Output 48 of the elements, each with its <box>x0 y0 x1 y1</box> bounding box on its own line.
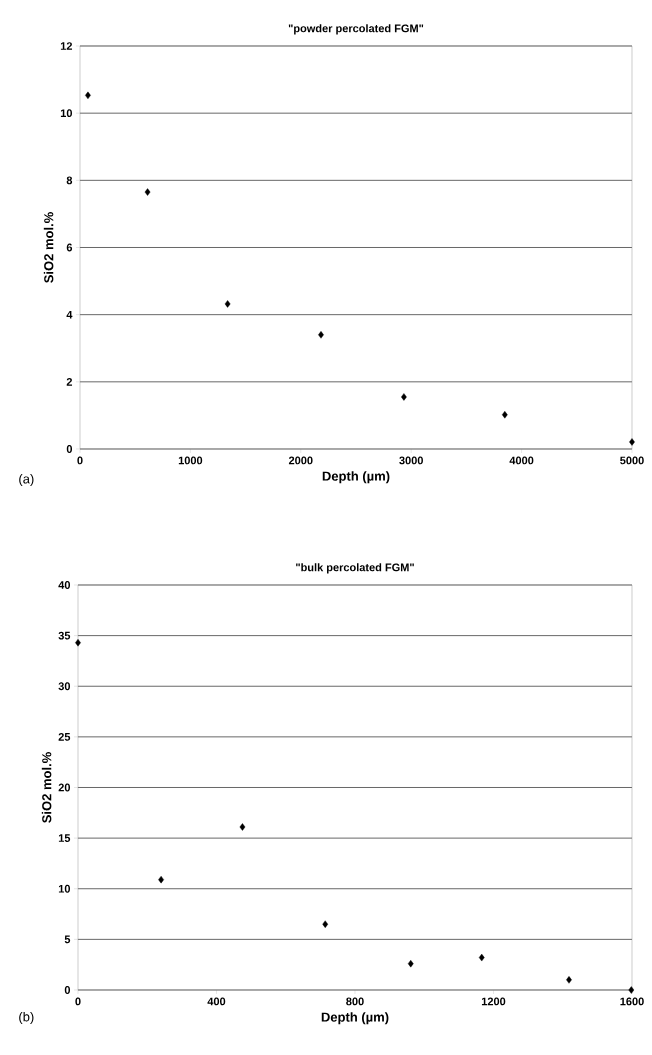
y-tick-label: 15 <box>58 834 71 842</box>
point <box>322 920 329 928</box>
x-tick-label: 5000 <box>620 456 644 465</box>
y-axis-title: SiO2 mol.% <box>41 752 52 823</box>
point <box>401 393 407 401</box>
x-axis-title: Depth (µm) <box>321 1012 389 1025</box>
y-tick-label: 40 <box>58 581 71 589</box>
y-tick-label: 10 <box>60 109 73 118</box>
point <box>224 300 231 308</box>
point <box>318 331 324 339</box>
y-tick-label: 35 <box>58 631 71 640</box>
y-tick-label: 25 <box>58 732 71 741</box>
point <box>478 953 485 962</box>
text: (a) <box>19 473 34 487</box>
x-tick-label: 1200 <box>481 997 506 1006</box>
point <box>75 639 81 647</box>
y-tick-label: 4 <box>66 310 73 319</box>
x-tick-label: 4000 <box>509 456 534 465</box>
x-tick-label: 1600 <box>620 997 644 1006</box>
chart-title: "bulk percolated FGM" <box>296 563 414 574</box>
y-tick-label: 12 <box>60 42 73 50</box>
point <box>629 438 635 446</box>
x-tick-label: 0 <box>77 456 83 465</box>
y-tick-label: 10 <box>58 884 71 893</box>
y-tick-label: 0 <box>66 445 73 453</box>
y-tick-label: 2 <box>66 378 73 386</box>
y-tick-label: 20 <box>58 783 71 792</box>
x-tick-label: 1000 <box>178 456 203 465</box>
y-tick-label: 30 <box>58 682 71 691</box>
x-axis-title: Depth (µm) <box>322 471 390 484</box>
x-tick-label: 800 <box>346 997 364 1006</box>
y-tick-label: 6 <box>66 243 73 252</box>
y-tick-label: 5 <box>64 935 71 944</box>
point <box>566 976 572 984</box>
y-tick-label: 8 <box>66 176 73 185</box>
y-tick-label: 0 <box>64 986 71 994</box>
x-tick-label: 0 <box>75 997 81 1006</box>
x-tick-label: 400 <box>207 997 226 1006</box>
text: (b) <box>19 1011 34 1024</box>
point <box>628 986 635 994</box>
x-tick-label: 2000 <box>288 456 313 465</box>
point <box>407 959 414 968</box>
point <box>239 823 246 831</box>
chart-title: "powder percolated FGM" <box>288 24 424 35</box>
point <box>501 411 508 419</box>
x-tick-label: 3000 <box>399 456 423 465</box>
point <box>144 188 151 196</box>
y-axis-title: SiO2 mol.% <box>43 212 54 283</box>
